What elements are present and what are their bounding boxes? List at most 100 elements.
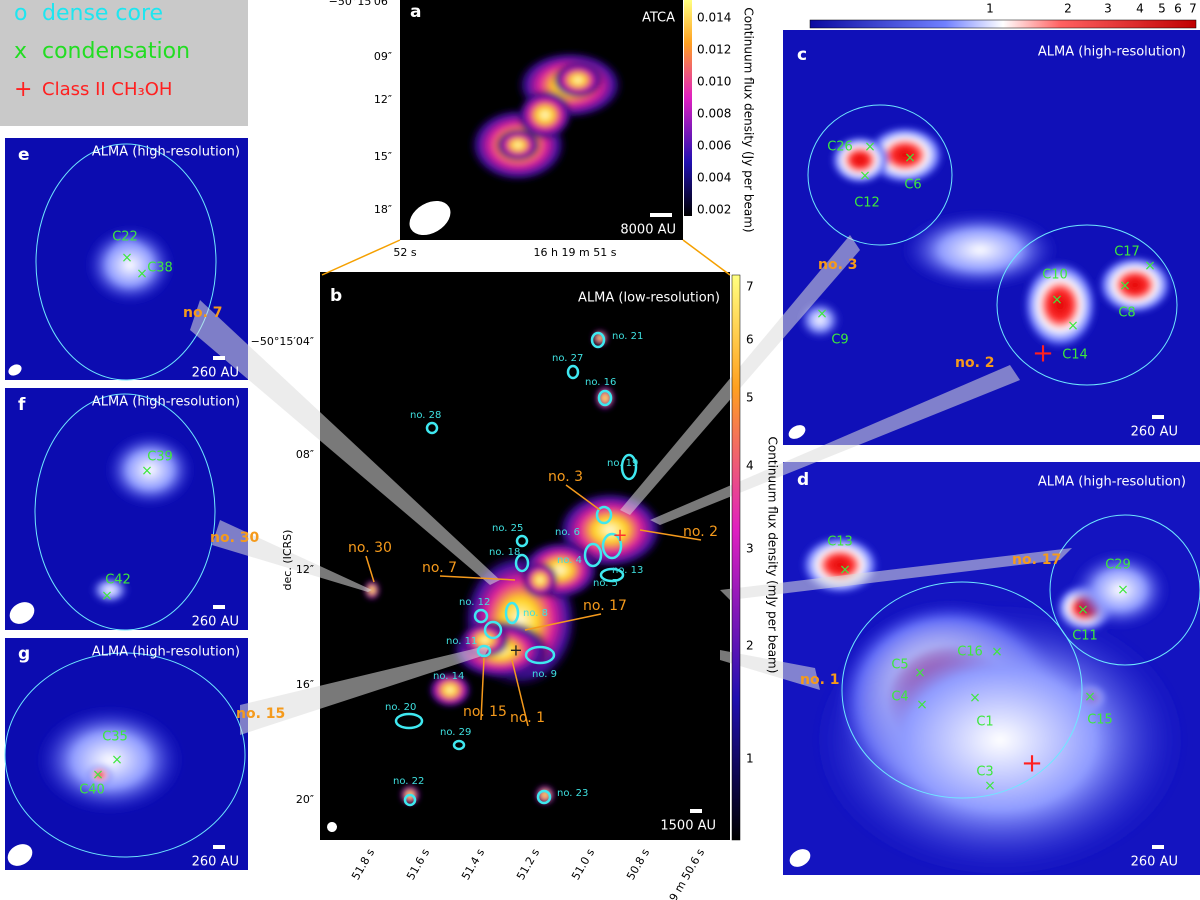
condensation-marker: ×: [984, 778, 996, 794]
core-ellipse: [590, 331, 606, 349]
emission-blob: [496, 129, 540, 161]
scale-bar: [213, 845, 225, 849]
emission-blob: [900, 210, 1060, 290]
emission-blob: [1070, 550, 1170, 630]
methanol-maser: +: [1021, 749, 1043, 779]
text: C22: [112, 230, 138, 245]
text: no. 1: [800, 672, 840, 688]
beam: [788, 425, 806, 439]
text: 1: [986, 2, 994, 16]
text: C42: [105, 573, 131, 588]
panel-f: [5, 388, 248, 630]
emission: [90, 432, 195, 605]
text: no. 25: [492, 523, 523, 534]
condensation-marker: ×: [1084, 689, 1096, 705]
text: C13: [827, 535, 853, 550]
emission-blob: [522, 562, 558, 598]
condensation-marker: ×: [1067, 318, 1079, 334]
text: C3: [976, 765, 993, 780]
core-ellipse: [620, 453, 638, 481]
condensation-marker: ×: [1119, 278, 1131, 294]
text: no. 2: [955, 355, 995, 371]
beam: [7, 844, 33, 866]
text: no. 2: [683, 524, 718, 540]
text: 260 AU: [192, 366, 239, 381]
text: 0.004: [697, 171, 731, 185]
text: 260 AU: [192, 855, 239, 870]
text: no. 15: [463, 704, 507, 720]
beam: [789, 849, 811, 867]
text: C1: [976, 715, 993, 730]
field-circle: [34, 393, 216, 631]
core-ellipse: [583, 542, 603, 568]
emission: [798, 125, 1173, 350]
text: no. 11: [446, 636, 477, 647]
text: C35: [102, 730, 128, 745]
connector-wedge: [240, 645, 490, 735]
text: C29: [1105, 558, 1131, 573]
text: no. 4: [557, 555, 582, 566]
text: ALMA (high-resolution): [1038, 475, 1186, 490]
emission-blob: [35, 705, 185, 815]
core-ellipse: [394, 712, 424, 730]
text: 0.010: [697, 75, 731, 89]
emission: [35, 705, 185, 815]
emission-blob: [1022, 260, 1098, 350]
text: C26: [827, 140, 853, 155]
text: no. 17: [583, 598, 627, 614]
text: no. 7: [183, 305, 223, 321]
connector-wedge: [720, 548, 1072, 600]
core-ellipse: [599, 567, 625, 583]
text: x: [14, 39, 27, 64]
core-ellipse: [595, 505, 613, 525]
text: a: [410, 2, 421, 22]
condensation-marker: ×: [969, 690, 981, 706]
text: ALMA (high-resolution): [1038, 45, 1186, 60]
text: 7: [746, 280, 754, 294]
text: dense core: [42, 1, 163, 26]
condensation-marker: ×: [1077, 602, 1089, 618]
text: no. 9: [532, 669, 557, 680]
text: no. 8: [523, 608, 548, 619]
text: 6: [746, 333, 754, 347]
text: C5: [891, 658, 908, 673]
methanol-maser: +: [612, 525, 627, 546]
connector-wedge: [720, 650, 820, 690]
condensation-marker: ×: [1144, 258, 1156, 274]
connector-wedge: [212, 520, 372, 592]
text: b: [330, 286, 342, 306]
text: ALMA (high-resolution): [92, 395, 240, 410]
text: 0.014: [697, 11, 731, 25]
text: C39: [147, 450, 173, 465]
text: 51.6 s: [404, 846, 432, 882]
text: no. 21: [612, 331, 643, 342]
emission-blob: [595, 386, 615, 410]
scale-bar: [690, 809, 702, 813]
condensation-marker: ×: [914, 665, 926, 681]
text: 16″: [296, 678, 314, 691]
text: Class II CH₃OH: [42, 79, 172, 100]
text: 51.0 s: [569, 846, 597, 882]
text: no. 7: [422, 560, 457, 576]
text: 1500 AU: [660, 819, 716, 834]
text: 09″: [374, 50, 392, 63]
text: ALMA (high-resolution): [92, 645, 240, 660]
text: C10: [1042, 268, 1068, 283]
text: no. 15: [236, 706, 285, 722]
text: g: [18, 644, 30, 664]
text: 6: [1174, 2, 1182, 16]
panel-a: [400, 0, 683, 240]
beam: [327, 822, 337, 832]
condensation-marker: ×: [991, 644, 1003, 660]
text: 12″: [374, 93, 392, 106]
text: 20″: [296, 793, 314, 806]
core-ellipse: [597, 389, 613, 407]
text: 08″: [296, 448, 314, 461]
text: C11: [1072, 629, 1098, 644]
pointer-line: [639, 529, 702, 541]
text: 51.2 s: [514, 846, 542, 882]
text: 260 AU: [192, 615, 239, 630]
text: no. 30: [348, 540, 392, 556]
beam: [8, 364, 22, 376]
zoom-line: [321, 239, 401, 276]
